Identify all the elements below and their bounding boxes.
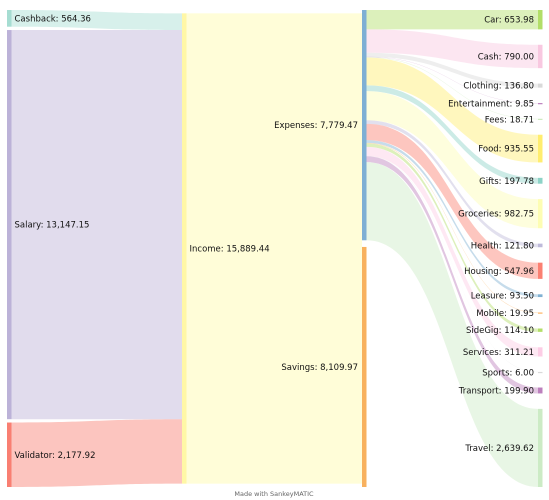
node-entertainment [538, 103, 543, 105]
flow-expenses-to-cash [366, 29, 538, 69]
node-services [538, 347, 543, 357]
node-food [538, 134, 543, 163]
flow-expenses-to-transport [366, 156, 538, 394]
node-layer [7, 10, 543, 487]
label-clothing: Clothing: 136.80 [463, 82, 534, 92]
flow-expenses-to-car [366, 10, 538, 30]
node-groceries [538, 199, 543, 229]
income-flow-band [186, 13, 362, 484]
label-sports: Sports: 6.00 [482, 369, 534, 379]
label-entertainment: Entertainment: 9.85 [448, 100, 534, 110]
label-savings: Savings: 8,109.97 [281, 363, 358, 373]
label-salary: Salary: 13,147.15 [15, 221, 90, 231]
flow-expenses-to-leasure [366, 140, 538, 298]
label-groceries: Groceries: 982.75 [458, 210, 534, 220]
label-validator: Validator: 2,177.92 [15, 451, 96, 461]
flow-expenses-to-travel [366, 162, 538, 487]
flow-salary-to-income [11, 30, 182, 420]
flow-expenses-to-services [366, 146, 538, 357]
flow-layer [11, 10, 538, 487]
label-fees: Fees: 18.71 [485, 115, 534, 125]
label-cash: Cash: 790.00 [478, 52, 534, 62]
node-sidegig [538, 328, 543, 332]
node-health [538, 243, 543, 248]
node-cash [538, 44, 543, 69]
node-income [182, 13, 187, 484]
flow-expenses-to-health [366, 120, 538, 248]
node-gifts [538, 177, 543, 184]
label-food: Food: 935.55 [478, 145, 534, 155]
label-layer: Cashback: 564.36 Salary: 13,147.15 Validat… [15, 14, 535, 460]
node-travel [538, 408, 543, 487]
node-salary [7, 30, 12, 420]
flow-expenses-to-groceries [366, 91, 538, 229]
label-housing: Housing: 547.96 [464, 267, 534, 277]
label-transport: Transport: 199.90 [458, 386, 534, 396]
flow-expenses-to-sports [366, 156, 538, 373]
node-leasure [538, 294, 543, 298]
node-expenses [362, 10, 367, 241]
flow-expenses-to-mobile [366, 142, 538, 314]
node-housing [538, 262, 543, 279]
label-expenses: Expenses: 7,779.47 [274, 121, 358, 131]
node-car [538, 10, 543, 30]
label-health: Health: 121.80 [471, 241, 534, 251]
label-mobile: Mobile: 19.95 [476, 309, 534, 319]
label-travel: Travel: 2,639.62 [464, 444, 534, 454]
node-transport [538, 387, 543, 394]
node-sports [538, 371, 543, 374]
credit-text: Made with SankeyMATIC [234, 490, 314, 498]
label-gifts: Gifts: 197.78 [479, 177, 534, 187]
flow-expenses-to-gifts [366, 85, 538, 184]
node-clothing [538, 83, 543, 88]
flow-cashback-to-income [11, 10, 182, 31]
label-cashback: Cashback: 564.36 [15, 14, 91, 24]
node-savings [362, 246, 367, 487]
node-mobile [538, 312, 543, 314]
flow-expenses-to-food [366, 57, 538, 163]
flow-expenses-to-housing [366, 123, 538, 279]
label-leasure: Leasure: 93.50 [471, 292, 534, 302]
label-income: Income: 15,889.44 [190, 245, 270, 255]
flow-expenses-to-sidegig [366, 143, 538, 332]
flow-validator-to-income [11, 419, 182, 487]
flow-expenses-to-clothing [366, 52, 538, 88]
node-validator [7, 422, 12, 487]
node-cashback [7, 10, 12, 27]
node-fees [538, 118, 543, 120]
label-sidegig: SideGig: 114.10 [466, 326, 534, 336]
flow-expenses-to-fees [366, 57, 538, 120]
flow-expenses-to-entertainment [366, 56, 538, 104]
label-services: Services: 311.21 [463, 348, 534, 358]
label-car: Car: 653.98 [484, 16, 534, 26]
